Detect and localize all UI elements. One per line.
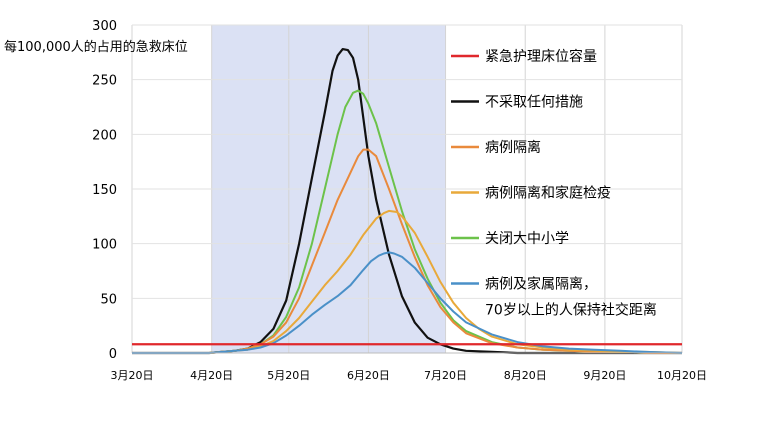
y-tick-label: 200 [92,128,117,143]
y-tick-label: 50 [100,292,117,307]
y-tick-label: 0 [109,347,117,362]
x-tick-label: 8月20日 [504,369,547,382]
legend-label: 病例及家属隔离， [485,276,597,293]
y-tick-label: 300 [92,19,117,34]
legend-label: 70岁以上的人保持社交距离 [485,302,657,319]
y-tick-label: 150 [92,183,117,198]
y-tick-label: 250 [92,74,117,89]
legend-label: 关闭大中小学 [485,231,569,247]
series-layer [132,47,683,355]
x-tick-label: 5月20日 [267,369,310,382]
legend-label: 不采取任何措施 [485,95,583,111]
y-axis-label: 每100,000人的占用的急救床位 [4,39,188,55]
x-tick-label: 6月20日 [347,369,390,382]
x-tick-label: 4月20日 [190,369,233,382]
x-tick-label: 7月20日 [424,369,467,382]
x-tick-label: 9月20日 [583,369,626,382]
y-tick-label: 100 [92,238,117,253]
x-tick-label: 3月20日 [111,369,154,382]
legend-label: 紧急护理床位容量 [485,48,597,65]
grid [131,24,683,353]
axes: 0 50 100 150 200 250 300 3月20日 4月20日 5月20日 6月20日 7月… [92,19,707,382]
x-tick-label: 10月20日 [657,369,707,382]
legend: 紧急护理床位容量不采取任何措施病例隔离病例隔离和家庭检疫关闭大中小学病例及家属隔… [451,48,657,319]
series-line-3 [132,148,682,354]
legend-label: 病例隔离 [485,139,541,156]
legend-label: 病例隔离和家庭检疫 [485,185,611,202]
